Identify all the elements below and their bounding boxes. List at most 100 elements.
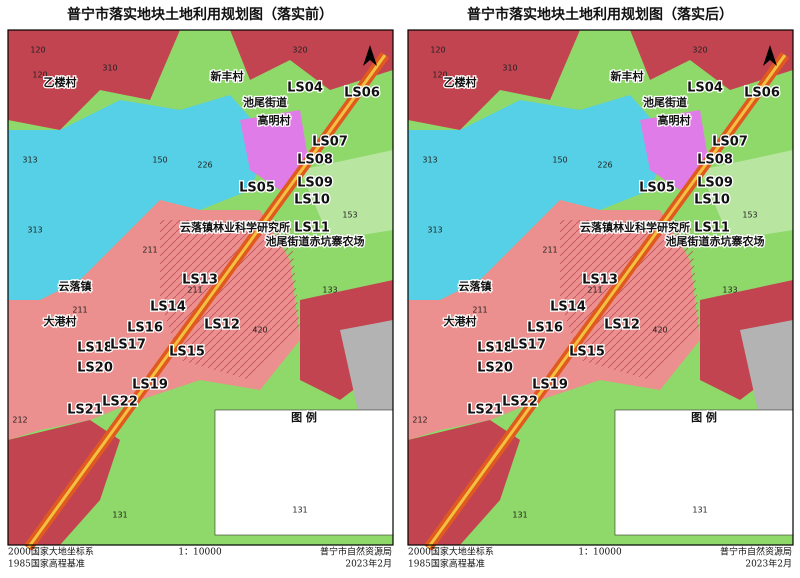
parcel-label: LS09 (697, 176, 733, 191)
parcel-label: LS12 (604, 318, 640, 333)
parcel-label: LS16 (527, 321, 563, 336)
parcel-label: LS07 (712, 135, 748, 150)
place-label: 云落镇 (459, 279, 492, 293)
parcel-label: LS10 (294, 193, 330, 208)
parcel-label: LS08 (697, 153, 733, 168)
land-code: 120 (32, 71, 47, 80)
land-code: 133 (722, 286, 737, 295)
parcel-label: LS04 (687, 81, 723, 96)
parcel-label: LS05 (239, 181, 275, 196)
parcel-label: LS08 (297, 153, 333, 168)
land-code: 310 (502, 64, 517, 73)
place-label: 池尾街道 (243, 95, 287, 109)
parcel-label: LS15 (169, 345, 205, 360)
land-code: 150 (552, 156, 567, 165)
land-code: 226 (597, 161, 612, 170)
land-code: 150 (152, 156, 167, 165)
land-code: 120 (30, 46, 45, 55)
land-code: 420 (652, 326, 667, 335)
land-code: 211 (472, 306, 487, 315)
land-code: 211 (542, 246, 557, 255)
land-code: 131 (692, 506, 707, 515)
place-label: 乙楼村 (444, 75, 477, 89)
place-label: 乙楼村 (44, 75, 77, 89)
land-code: 313 (27, 226, 42, 235)
parcel-label: LS13 (182, 273, 218, 288)
land-code: 120 (430, 46, 445, 55)
legend-title: 图 例 (291, 410, 317, 424)
parcel-label: LS07 (312, 135, 348, 150)
parcel-label: LS10 (694, 193, 730, 208)
map-title: 普宁市落实地块土地利用规划图（落实后） (467, 6, 733, 23)
parcel-label: LS06 (744, 86, 780, 101)
parcel-label: LS11 (294, 221, 330, 236)
footer-right: 2023年2月 (345, 558, 392, 570)
land-code: 212 (12, 416, 27, 425)
land-code: 420 (252, 326, 267, 335)
parcel-label: LS06 (344, 86, 380, 101)
parcel-label: LS12 (204, 318, 240, 333)
land-code: 211 (142, 246, 157, 255)
place-label: 新丰村 (211, 69, 244, 83)
place-label: 大港村 (444, 314, 477, 328)
land-code: 153 (742, 211, 757, 220)
place-label: 云落镇林业科学研究所 (580, 220, 690, 234)
footer-left: 1985国家高程基准 (8, 558, 85, 570)
parcel-label: LS11 (694, 221, 730, 236)
land-code: 313 (422, 156, 437, 165)
parcel-label: LS16 (127, 321, 163, 336)
land-code: 211 (72, 306, 87, 315)
parcel-label: LS09 (297, 176, 333, 191)
parcel-label: LS14 (150, 300, 186, 315)
parcel-label: LS19 (132, 378, 168, 393)
footer-left: 1985国家高程基准 (408, 558, 485, 570)
place-label: 池尾街道 (643, 95, 687, 109)
footer-scale: 1：10000 (178, 548, 222, 558)
land-code: 320 (692, 46, 707, 55)
parcel-label: LS15 (569, 345, 605, 360)
parcel-label: LS14 (550, 300, 586, 315)
land-code: 226 (197, 161, 212, 170)
parcel-label: LS20 (477, 361, 513, 376)
land-code: 131 (512, 511, 527, 520)
parcel-label: LS05 (639, 181, 675, 196)
place-label: 大港村 (44, 314, 77, 328)
footer-right: 普宁市自然资源局 (720, 546, 792, 558)
panels: 普宁市落实地块土地利用规划图（落实前） 120 120 310 320 313 313 226… (8, 6, 793, 570)
footer-right: 2023年2月 (745, 558, 792, 570)
land-code: 211 (587, 286, 602, 295)
land-code: 313 (427, 226, 442, 235)
parcel-label: LS21 (467, 403, 503, 418)
place-label: 新丰村 (611, 69, 644, 83)
legend-title: 图 例 (691, 410, 717, 424)
footer-left: 2000国家大地坐标系 (8, 546, 94, 558)
map-panel: 普宁市落实地块土地利用规划图（落实后） 120 120 310 320 313 313 226… (408, 6, 793, 570)
footer-scale: 1：10000 (578, 548, 622, 558)
land-code: 120 (432, 71, 447, 80)
place-label: 高明村 (658, 113, 691, 127)
land-code: 310 (102, 64, 117, 73)
land-code: 131 (112, 511, 127, 520)
land-code: 313 (22, 156, 37, 165)
parcel-label: LS20 (77, 361, 113, 376)
parcel-label: LS22 (102, 395, 138, 410)
land-code: 212 (412, 416, 427, 425)
parcel-label: LS17 (510, 338, 546, 353)
parcel-label: LS19 (532, 378, 568, 393)
place-label: 池尾街道赤坑寨农场 (666, 234, 765, 248)
map-title: 普宁市落实地块土地利用规划图（落实前） (67, 6, 333, 23)
parcel-label: LS22 (502, 395, 538, 410)
parcel-label: LS18 (77, 341, 113, 356)
land-code: 211 (187, 286, 202, 295)
parcel-label: LS18 (477, 341, 513, 356)
parcel-label: LS21 (67, 403, 103, 418)
land-code: 320 (292, 46, 307, 55)
land-code: 153 (342, 211, 357, 220)
land-code: 133 (322, 286, 337, 295)
footer-right: 普宁市自然资源局 (320, 546, 392, 558)
parcel-label: LS17 (110, 338, 146, 353)
place-label: 云落镇 (59, 279, 92, 293)
place-label: 高明村 (258, 113, 291, 127)
place-label: 池尾街道赤坑寨农场 (266, 234, 365, 248)
